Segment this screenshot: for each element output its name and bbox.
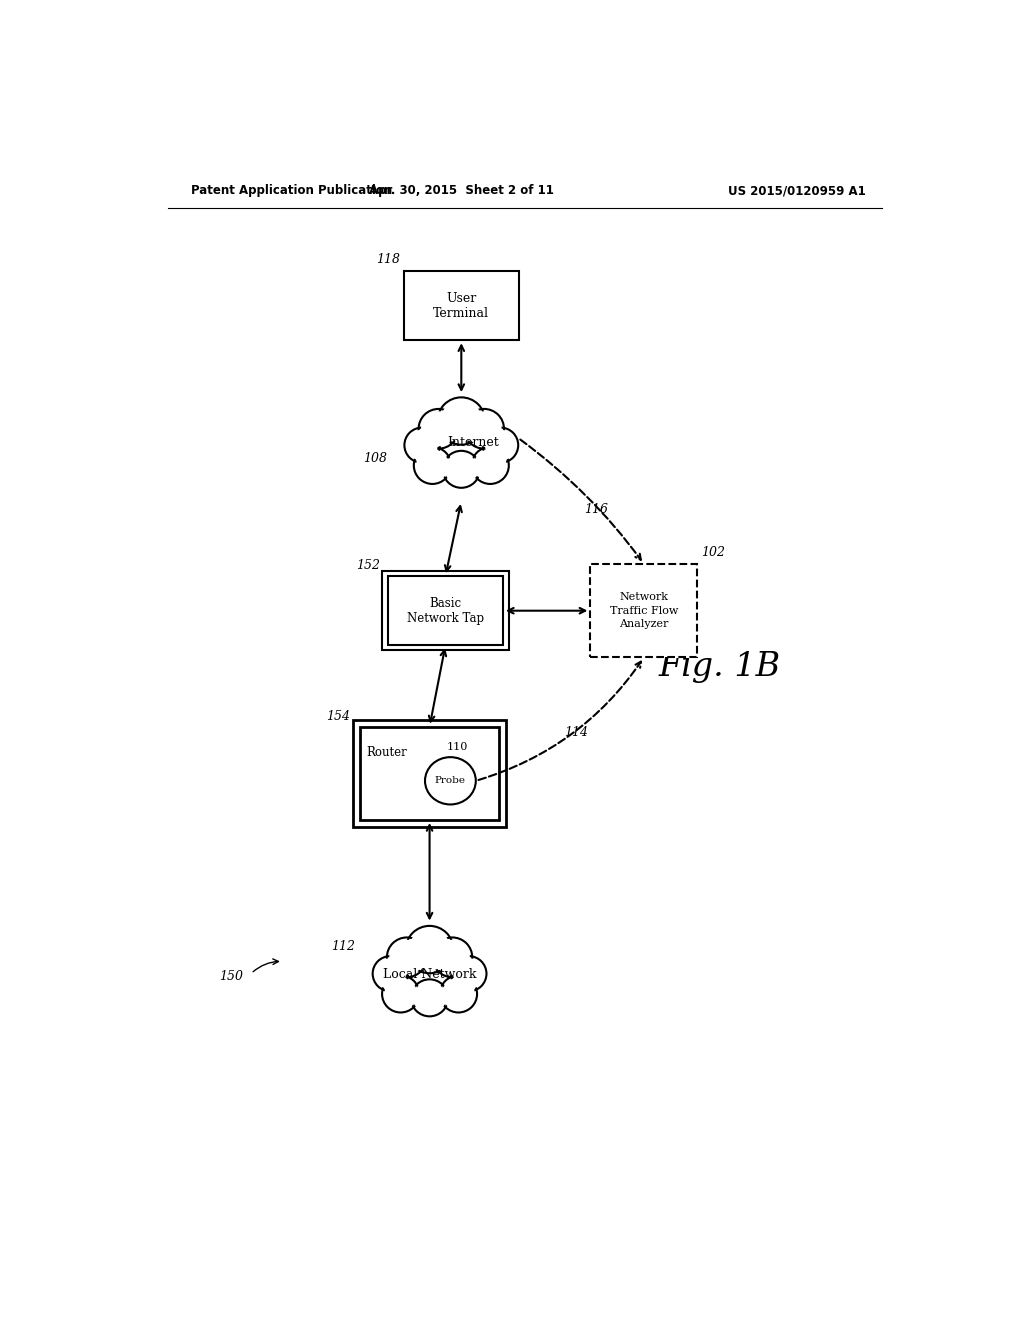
Text: User
Terminal: User Terminal [433, 292, 489, 319]
Text: 116: 116 [585, 503, 608, 516]
Text: US 2015/0120959 A1: US 2015/0120959 A1 [728, 185, 866, 198]
Ellipse shape [419, 409, 459, 449]
Ellipse shape [445, 453, 477, 486]
Ellipse shape [472, 447, 509, 484]
Ellipse shape [432, 937, 472, 977]
Ellipse shape [454, 958, 484, 989]
FancyBboxPatch shape [382, 572, 509, 651]
FancyBboxPatch shape [388, 576, 503, 645]
Text: Patent Application Publication: Patent Application Publication [191, 185, 393, 198]
Ellipse shape [416, 449, 449, 482]
Text: 102: 102 [701, 546, 725, 558]
Text: Internet: Internet [447, 437, 499, 450]
FancyBboxPatch shape [403, 271, 519, 341]
Ellipse shape [375, 958, 406, 989]
Ellipse shape [464, 409, 504, 449]
FancyBboxPatch shape [590, 564, 697, 657]
Text: 112: 112 [332, 940, 355, 953]
Ellipse shape [411, 979, 449, 1016]
Ellipse shape [404, 428, 440, 463]
Ellipse shape [482, 428, 518, 463]
Ellipse shape [373, 956, 409, 991]
Text: 152: 152 [356, 560, 380, 572]
Text: 114: 114 [564, 726, 589, 739]
Ellipse shape [437, 397, 485, 445]
Ellipse shape [425, 758, 476, 804]
Ellipse shape [387, 937, 427, 977]
FancyBboxPatch shape [353, 719, 506, 826]
Text: Basic
Network Tap: Basic Network Tap [407, 597, 484, 624]
Ellipse shape [440, 975, 477, 1012]
Ellipse shape [435, 940, 470, 974]
Text: Local Network: Local Network [383, 968, 476, 981]
Ellipse shape [421, 412, 456, 446]
Text: 150: 150 [219, 970, 243, 983]
Text: Network
Traffic Flow
Analyzer: Network Traffic Flow Analyzer [609, 593, 678, 628]
Text: 118: 118 [376, 253, 399, 267]
Text: 154: 154 [327, 710, 350, 722]
Ellipse shape [467, 412, 502, 446]
Ellipse shape [485, 430, 516, 461]
Ellipse shape [409, 929, 451, 970]
Text: Fig. 1B: Fig. 1B [658, 651, 780, 682]
Ellipse shape [440, 400, 482, 442]
Ellipse shape [384, 978, 417, 1010]
Text: 110: 110 [446, 742, 468, 752]
Ellipse shape [414, 982, 445, 1014]
FancyBboxPatch shape [360, 726, 499, 820]
Ellipse shape [406, 925, 454, 973]
Ellipse shape [474, 449, 507, 482]
Ellipse shape [442, 978, 475, 1010]
Text: 108: 108 [364, 451, 387, 465]
Ellipse shape [442, 451, 480, 488]
Ellipse shape [451, 956, 486, 991]
Ellipse shape [382, 975, 419, 1012]
Text: Apr. 30, 2015  Sheet 2 of 11: Apr. 30, 2015 Sheet 2 of 11 [369, 185, 554, 198]
Text: Router: Router [367, 746, 408, 759]
Text: Probe: Probe [435, 776, 466, 785]
Ellipse shape [407, 430, 437, 461]
Ellipse shape [414, 447, 451, 484]
Ellipse shape [389, 940, 424, 974]
